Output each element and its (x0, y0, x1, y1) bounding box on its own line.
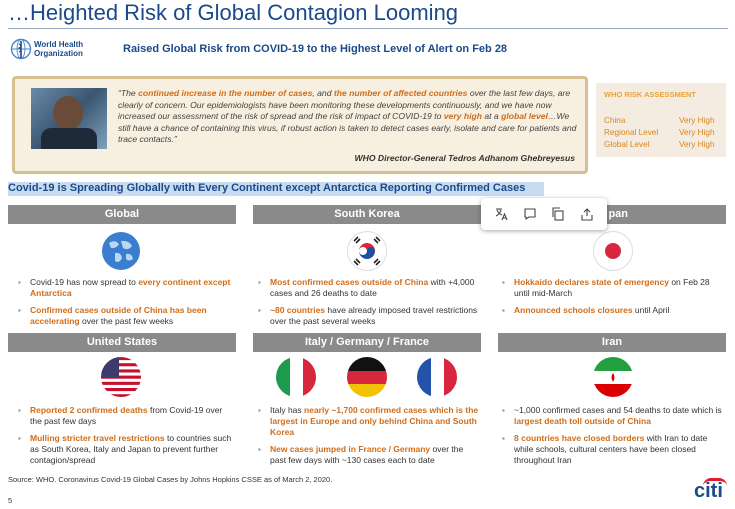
bullet-list-europe: Italy has nearly ~1,700 confirmed cases … (258, 405, 480, 472)
list-item: Announced schools closures until April (502, 305, 726, 316)
panel-header-united-states: United States (8, 333, 236, 352)
quote-parchment (12, 76, 588, 174)
list-item: ~1,000 confirmed cases and 54 deaths to … (502, 405, 726, 427)
translate-icon[interactable] (490, 203, 512, 225)
list-item: ~80 countries have already imposed trave… (258, 305, 480, 327)
page-number: 5 (8, 496, 13, 505)
subtitle: Raised Global Risk from COVID-19 to the … (123, 43, 508, 55)
citi-logo: citi (694, 480, 723, 502)
globe-icon (101, 231, 141, 271)
bullet-list-united-states: Reported 2 confirmed deaths from Covid-1… (18, 405, 236, 472)
share-icon[interactable] (576, 203, 598, 225)
south-korea-flag-icon (347, 231, 387, 271)
list-item: Reported 2 confirmed deaths from Covid-1… (18, 405, 236, 427)
bullet-list-global: Covid-19 has now spread to every contine… (18, 277, 236, 333)
citi-logo-arc-icon (703, 478, 727, 486)
panel-header-europe: Italy / Germany / France (253, 333, 481, 352)
list-item: Italy has nearly ~1,700 confirmed cases … (258, 405, 480, 438)
risk-row-value: Very High (679, 140, 715, 149)
list-item: 8 countries have closed borders with Ira… (502, 433, 726, 466)
bullet-list-japan: Hokkaido declares state of emergency on … (502, 277, 726, 322)
comment-icon[interactable] (519, 203, 541, 225)
risk-row-label: China (604, 116, 626, 125)
france-flag-icon (417, 357, 457, 397)
list-item: Hokkaido declares state of emergency on … (502, 277, 726, 299)
panel-header-iran: Iran (498, 333, 726, 352)
who-wordmark-line2: Organization (34, 49, 83, 58)
iran-flag-icon (593, 357, 633, 397)
risk-assessment-heading: WHO RISK ASSESSMENT (604, 90, 696, 99)
title-divider (8, 28, 728, 29)
selection-toolbar (481, 198, 607, 230)
quote-attribution: WHO Director-General Tedros Adhanom Gheb… (354, 153, 575, 163)
list-item: Confirmed cases outside of China has bee… (18, 305, 236, 327)
panel-header-south-korea: South Korea (253, 205, 481, 224)
italy-flag-icon (276, 357, 316, 397)
source-note: Source: WHO. Coronavirus Covid-19 Global… (8, 475, 333, 484)
risk-row-value: Very High (679, 116, 715, 125)
who-wordmark: World Health Organization (34, 40, 94, 58)
list-item: Mulling stricter travel restrictions to … (18, 433, 236, 466)
section-heading[interactable]: Covid-19 is Spreading Globally with Ever… (8, 182, 526, 194)
copy-icon[interactable] (547, 203, 569, 225)
who-wordmark-line1: World Health (34, 40, 84, 49)
speaker-photo (31, 88, 107, 149)
page-title: …Heighted Risk of Global Contagion Loomi… (8, 0, 459, 25)
bullet-list-iran: ~1,000 confirmed cases and 54 deaths to … (502, 405, 726, 472)
quote-text: “The continued increase in the number of… (118, 88, 577, 145)
risk-row-label: Global Level (604, 140, 650, 149)
list-item: Covid-19 has now spread to every contine… (18, 277, 236, 299)
list-item: New cases jumped in France / Germany ove… (258, 444, 480, 466)
who-emblem-icon (10, 38, 32, 60)
risk-row-label: Regional Level (604, 128, 659, 137)
risk-row-value: Very High (679, 128, 715, 137)
bullet-list-south-korea: Most confirmed cases outside of China wi… (258, 277, 480, 333)
us-flag-icon (101, 357, 141, 397)
germany-flag-icon (347, 357, 387, 397)
risk-assessment-box (596, 83, 726, 157)
panel-header-global: Global (8, 205, 236, 224)
text-selection-highlight (8, 182, 544, 196)
japan-flag-icon (593, 231, 633, 271)
list-item: Most confirmed cases outside of China wi… (258, 277, 480, 299)
